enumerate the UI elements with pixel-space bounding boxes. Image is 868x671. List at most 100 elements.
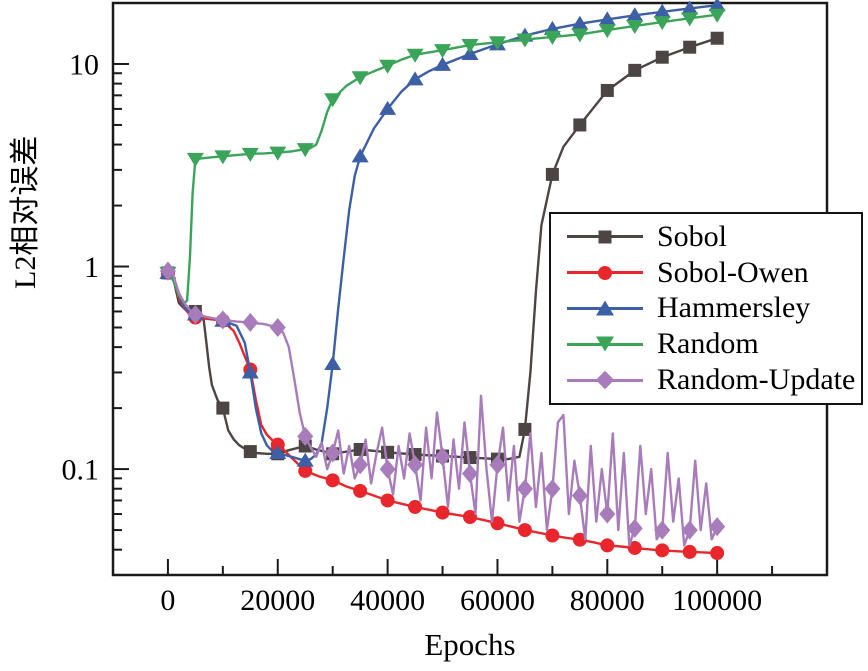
series-marker-sobol — [573, 118, 587, 132]
series-marker-sobol-owen — [572, 532, 587, 547]
series-marker-sobol-owen — [270, 437, 285, 452]
series-marker-random — [571, 28, 589, 43]
legend-label-hammersley: Hammersley — [657, 291, 811, 325]
triangle-down-marker-icon — [596, 336, 614, 352]
series-marker-sobol — [381, 445, 395, 459]
x-tick-label: 60000 — [460, 584, 535, 617]
series-marker-random — [324, 93, 342, 108]
series-marker-random — [626, 19, 644, 34]
series-marker-random-update — [187, 304, 204, 324]
series-marker-sobol-owen — [682, 544, 697, 559]
series-marker-sobol-owen — [353, 483, 368, 498]
series-marker-hammersley — [653, 3, 671, 18]
legend-sample-hammersley — [567, 297, 643, 319]
series-marker-random-update — [407, 455, 424, 475]
series-marker-random-update — [242, 312, 259, 332]
series-marker-random — [681, 12, 699, 27]
series-marker-sobol-owen — [545, 528, 560, 543]
series-marker-random — [186, 152, 204, 167]
series-marker-random — [406, 48, 424, 63]
series-marker-sobol — [710, 31, 724, 45]
series-marker-sobol-owen — [627, 540, 642, 555]
series-marker-sobol-owen — [435, 505, 450, 520]
series-marker-random-update — [159, 261, 176, 281]
legend: Sobol Sobol-Owen Hammersley Random Random-Up… — [549, 212, 863, 405]
series-marker-random-update — [709, 517, 726, 537]
series-marker-sobol — [243, 445, 257, 459]
square-marker-icon — [598, 230, 612, 244]
series-marker-hammersley — [241, 364, 259, 379]
series-line-random — [166, 13, 719, 305]
legend-item-random-update: Random-Update — [567, 363, 857, 397]
legend-label-random-update: Random-Update — [657, 363, 856, 397]
series-marker-random — [461, 39, 479, 54]
series-marker-hammersley — [296, 452, 314, 467]
series-marker-sobol — [655, 50, 669, 64]
series-marker-hammersley — [379, 100, 397, 115]
series-marker-hammersley — [708, 0, 726, 12]
legend-sample-sobol-owen — [567, 262, 643, 284]
series-marker-random-update — [214, 310, 231, 330]
series-marker-sobol-owen — [380, 493, 395, 508]
series-marker-random — [379, 59, 397, 74]
series-marker-random — [351, 71, 369, 86]
series-marker-hammersley — [351, 148, 369, 163]
series-marker-sobol-owen — [463, 510, 477, 525]
series-marker-random-update — [297, 426, 314, 446]
series-marker-sobol-owen — [600, 538, 615, 553]
series-marker-random-update — [489, 455, 506, 475]
series-marker-sobol — [463, 451, 477, 465]
y-tick-label: 1 — [84, 251, 99, 284]
series-marker-random — [488, 36, 506, 51]
series-marker-random-update — [434, 447, 451, 467]
legend-item-hammersley: Hammersley — [567, 291, 857, 325]
circle-marker-icon — [598, 265, 612, 280]
series-marker-random-update — [516, 479, 533, 499]
legend-label-sobol-owen: Sobol-Owen — [657, 255, 809, 289]
series-marker-random-update — [571, 486, 588, 506]
legend-label-random: Random — [657, 327, 759, 361]
series-marker-random — [214, 150, 232, 165]
y-tick-label: 0.1 — [62, 454, 100, 487]
series-marker-hammersley — [571, 15, 589, 30]
x-tick-label: 20000 — [240, 584, 315, 617]
series-marker-random-update — [462, 464, 478, 484]
series-marker-random — [269, 146, 287, 161]
series-marker-hammersley — [324, 356, 342, 371]
x-tick-label: 80000 — [570, 584, 645, 617]
legend-label-sobol: Sobol — [657, 219, 728, 253]
x-tick-label: 0 — [160, 584, 175, 617]
series-marker-sobol-owen — [298, 463, 313, 478]
series-marker-random-update — [269, 318, 286, 338]
series-marker-random-update — [654, 520, 671, 540]
series-marker-sobol — [628, 63, 642, 77]
series-marker-hammersley — [406, 71, 424, 86]
series-marker-sobol-owen — [710, 546, 725, 561]
series-marker-random — [434, 44, 452, 59]
triangle-up-marker-icon — [596, 300, 614, 316]
series-marker-random — [516, 33, 534, 48]
series-marker-sobol — [600, 83, 614, 97]
y-tick-label: 10 — [69, 48, 99, 81]
series-marker-random — [653, 16, 671, 31]
series-marker-random-update — [599, 504, 616, 524]
series-marker-sobol — [216, 401, 230, 415]
series-marker-sobol-owen — [517, 523, 532, 538]
legend-sample-random — [567, 333, 643, 355]
x-tick-label: 40000 — [350, 584, 425, 617]
series-marker-sobol-owen — [325, 473, 340, 488]
series-marker-random — [543, 30, 561, 45]
diamond-marker-icon — [595, 370, 615, 390]
legend-item-random: Random — [567, 327, 857, 361]
series-marker-sobol — [545, 167, 559, 181]
series-marker-random — [598, 24, 616, 39]
series-marker-hammersley — [626, 7, 644, 22]
series-marker-sobol — [683, 40, 697, 54]
series-marker-sobol — [518, 422, 532, 436]
series-marker-sobol-owen — [490, 516, 505, 531]
x-tick-label: 100000 — [672, 584, 762, 617]
series-marker-sobol-owen — [655, 543, 670, 558]
series-marker-random-update — [681, 520, 698, 540]
legend-sample-sobol — [567, 226, 643, 248]
